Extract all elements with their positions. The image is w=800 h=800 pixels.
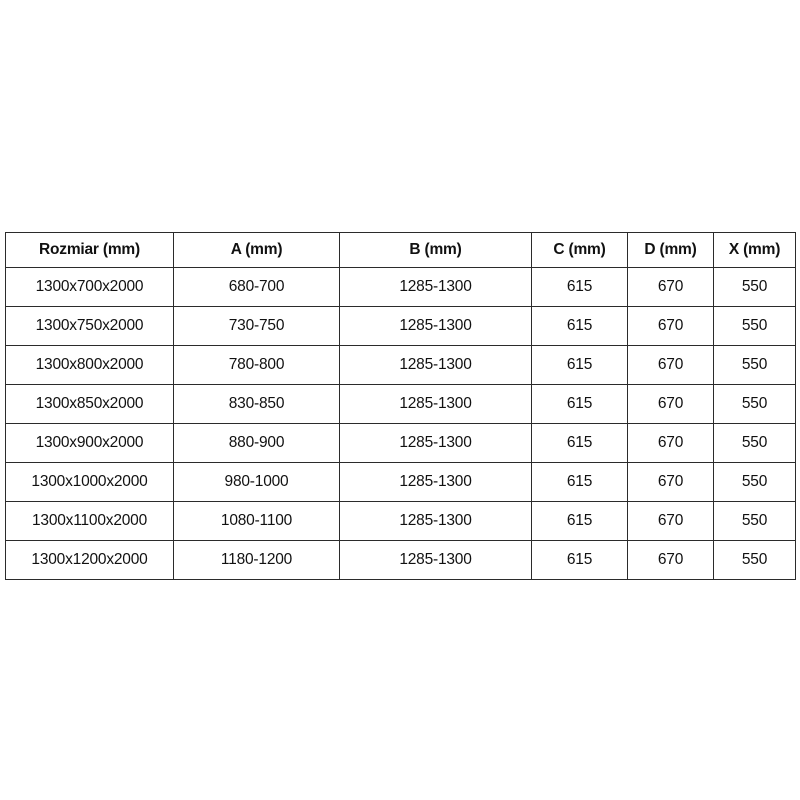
cell-b: 1285-1300: [339, 345, 532, 385]
cell-rozmiar: 1300x900x2000: [5, 423, 174, 463]
cell-b: 1285-1300: [339, 306, 532, 346]
cell-b: 1285-1300: [339, 423, 532, 463]
cell-d: 670: [627, 501, 714, 541]
column-header-x: X (mm): [713, 232, 796, 268]
table-row: 1300x1000x2000 980-1000 1285-1300 615 67…: [5, 462, 796, 502]
cell-a: 880-900: [173, 423, 340, 463]
cell-a: 680-700: [173, 267, 340, 307]
cell-a: 830-850: [173, 384, 340, 424]
cell-x: 550: [713, 462, 796, 502]
cell-d: 670: [627, 384, 714, 424]
column-header-d: D (mm): [627, 232, 714, 268]
cell-b: 1285-1300: [339, 501, 532, 541]
cell-c: 615: [531, 540, 628, 580]
cell-a: 780-800: [173, 345, 340, 385]
column-header-rozmiar: Rozmiar (mm): [5, 232, 174, 268]
cell-rozmiar: 1300x800x2000: [5, 345, 174, 385]
cell-x: 550: [713, 501, 796, 541]
cell-x: 550: [713, 267, 796, 307]
table-row: 1300x1200x2000 1180-1200 1285-1300 615 6…: [5, 540, 796, 580]
cell-x: 550: [713, 423, 796, 463]
table-row: 1300x850x2000 830-850 1285-1300 615 670 …: [5, 384, 796, 424]
cell-a: 980-1000: [173, 462, 340, 502]
cell-b: 1285-1300: [339, 462, 532, 502]
cell-c: 615: [531, 306, 628, 346]
cell-b: 1285-1300: [339, 540, 532, 580]
cell-c: 615: [531, 462, 628, 502]
cell-d: 670: [627, 306, 714, 346]
cell-c: 615: [531, 501, 628, 541]
cell-x: 550: [713, 384, 796, 424]
cell-a: 1080-1100: [173, 501, 340, 541]
cell-rozmiar: 1300x1200x2000: [5, 540, 174, 580]
table-row: 1300x800x2000 780-800 1285-1300 615 670 …: [5, 345, 796, 385]
cell-d: 670: [627, 540, 714, 580]
cell-d: 670: [627, 423, 714, 463]
cell-d: 670: [627, 345, 714, 385]
table-header-row: Rozmiar (mm) A (mm) B (mm) C (mm) D (mm)…: [5, 232, 796, 268]
table-header: Rozmiar (mm) A (mm) B (mm) C (mm) D (mm)…: [5, 232, 796, 268]
table-body: 1300x700x2000 680-700 1285-1300 615 670 …: [5, 267, 796, 580]
table-row: 1300x700x2000 680-700 1285-1300 615 670 …: [5, 267, 796, 307]
specification-table: Rozmiar (mm) A (mm) B (mm) C (mm) D (mm)…: [5, 232, 796, 580]
cell-c: 615: [531, 345, 628, 385]
column-header-a: A (mm): [173, 232, 340, 268]
cell-b: 1285-1300: [339, 267, 532, 307]
cell-rozmiar: 1300x700x2000: [5, 267, 174, 307]
cell-rozmiar: 1300x1100x2000: [5, 501, 174, 541]
column-header-c: C (mm): [531, 232, 628, 268]
cell-b: 1285-1300: [339, 384, 532, 424]
cell-d: 670: [627, 462, 714, 502]
specification-table-container: Rozmiar (mm) A (mm) B (mm) C (mm) D (mm)…: [5, 232, 796, 580]
cell-x: 550: [713, 345, 796, 385]
cell-d: 670: [627, 267, 714, 307]
cell-x: 550: [713, 306, 796, 346]
cell-c: 615: [531, 423, 628, 463]
cell-a: 730-750: [173, 306, 340, 346]
table-row: 1300x750x2000 730-750 1285-1300 615 670 …: [5, 306, 796, 346]
cell-c: 615: [531, 267, 628, 307]
table-row: 1300x900x2000 880-900 1285-1300 615 670 …: [5, 423, 796, 463]
cell-c: 615: [531, 384, 628, 424]
cell-a: 1180-1200: [173, 540, 340, 580]
cell-rozmiar: 1300x750x2000: [5, 306, 174, 346]
table-row: 1300x1100x2000 1080-1100 1285-1300 615 6…: [5, 501, 796, 541]
cell-rozmiar: 1300x1000x2000: [5, 462, 174, 502]
cell-rozmiar: 1300x850x2000: [5, 384, 174, 424]
column-header-b: B (mm): [339, 232, 532, 268]
cell-x: 550: [713, 540, 796, 580]
